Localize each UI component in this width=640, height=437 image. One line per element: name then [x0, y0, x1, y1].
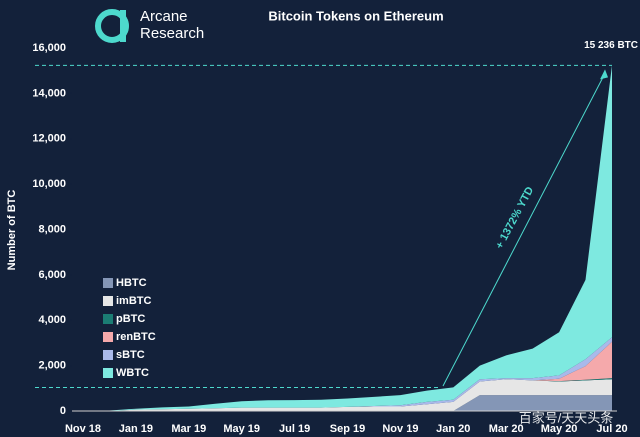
x-tick-label: Sep 19 — [330, 423, 365, 435]
legend-swatch — [103, 296, 113, 306]
y-tick-label: 10,000 — [32, 178, 66, 190]
trend-arrow — [442, 73, 606, 387]
x-tick-label: Jan 20 — [436, 423, 470, 435]
brand-line: Research — [140, 25, 204, 42]
logo-bar — [120, 10, 126, 42]
total-label: 15 236 BTC — [584, 40, 638, 51]
y-tick-label: 12,000 — [32, 133, 66, 145]
x-tick-label: May 20 — [541, 423, 578, 435]
legend-label: pBTC — [116, 313, 145, 325]
arrow-head — [600, 69, 608, 80]
x-tick-label: Jul 20 — [596, 423, 627, 435]
legend-label: imBTC — [116, 295, 152, 307]
y-tick-label: 2,000 — [38, 360, 66, 372]
x-tick-label: Mar 19 — [171, 423, 206, 435]
x-tick-label: Mar 20 — [489, 423, 524, 435]
y-tick-label: 4,000 — [38, 314, 66, 326]
x-tick-label: Nov 19 — [382, 423, 418, 435]
x-tick-label: Jul 19 — [279, 423, 310, 435]
legend-label: sBTC — [116, 349, 145, 361]
y-tick-label: 0 — [60, 405, 66, 417]
logo — [95, 9, 129, 43]
y-axis-label: Number of BTC — [6, 190, 18, 271]
area — [83, 378, 612, 411]
y-tick-label: 16,000 — [32, 42, 66, 54]
legend-swatch — [103, 368, 113, 378]
area — [83, 395, 612, 411]
brand-line: Arcane — [140, 8, 188, 25]
chart-title: Bitcoin Tokens on Ethereum — [268, 8, 443, 23]
y-tick-label: 6,000 — [38, 269, 66, 281]
legend-label: renBTC — [116, 331, 156, 343]
y-tick-label: 14,000 — [32, 87, 66, 99]
legend-swatch — [103, 314, 113, 324]
legend-swatch — [103, 332, 113, 342]
watermark: 百家号/天天头条 — [519, 410, 614, 425]
legend-label: HBTC — [116, 277, 147, 289]
area — [83, 379, 612, 411]
x-tick-label: May 19 — [223, 423, 260, 435]
x-tick-label: Nov 18 — [65, 423, 101, 435]
legend-swatch — [103, 350, 113, 360]
y-tick-label: 8,000 — [38, 223, 66, 235]
legend-swatch — [103, 278, 113, 288]
legend-label: WBTC — [116, 367, 149, 379]
x-tick-label: Jan 19 — [119, 423, 153, 435]
